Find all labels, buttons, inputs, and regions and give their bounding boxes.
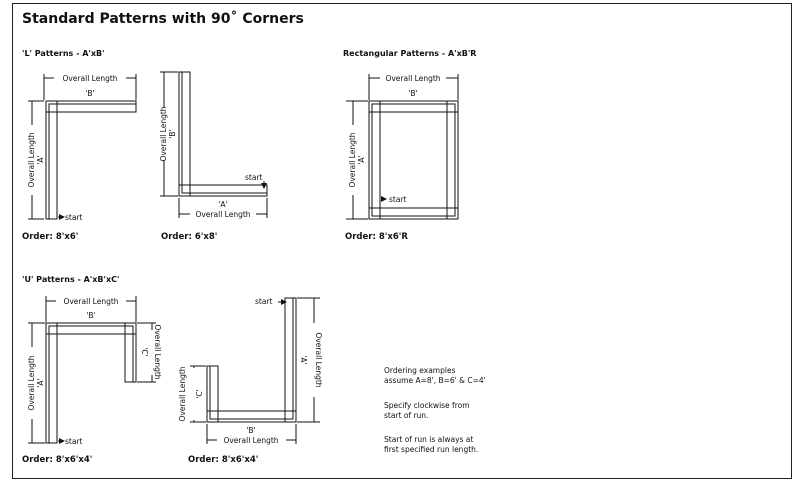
l1-overall-length-side: Overall Length xyxy=(27,132,36,187)
rectangular-pattern-shape xyxy=(369,101,458,219)
u2-overall-length-right: Overall Length xyxy=(314,332,323,387)
u2-start-label: start xyxy=(255,297,273,306)
u2-overall-length-left: Overall Length xyxy=(178,366,187,421)
u1-start-label: start xyxy=(65,437,83,446)
u2-a-label: 'A' xyxy=(299,355,308,364)
u2-c-label: 'C' xyxy=(195,389,204,398)
u-pattern-1-shape xyxy=(46,323,136,443)
l1-a-label: 'A' xyxy=(36,155,45,164)
u1-c-label: 'C' xyxy=(140,347,149,356)
u1-b-label: 'B' xyxy=(86,311,95,320)
rect-a-label: 'A' xyxy=(357,155,366,164)
u2-b-label: 'B' xyxy=(246,426,255,435)
rect-b-label: 'B' xyxy=(408,89,417,98)
l2-a-label: 'A' xyxy=(218,200,227,209)
l1-start-label: start xyxy=(65,213,83,222)
u1-overall-length-top: Overall Length xyxy=(63,297,118,306)
l2-start-label: start xyxy=(245,173,263,182)
u2-overall-length-bottom: Overall Length xyxy=(223,436,278,445)
u-pattern-2-shape xyxy=(207,298,296,422)
rect-start-label: start xyxy=(389,195,407,204)
l2-b-label: 'B' xyxy=(168,129,177,138)
l-pattern-1-shape xyxy=(46,101,136,219)
u1-overall-length-side: Overall Length xyxy=(27,355,36,410)
l-pattern-1-dims xyxy=(28,74,136,219)
l1-overall-length-top: Overall Length xyxy=(62,74,117,83)
l1-b-label: 'B' xyxy=(85,89,94,98)
l2-overall-length-bottom: Overall Length xyxy=(195,210,250,219)
rect-overall-length-top: Overall Length xyxy=(385,74,440,83)
u1-overall-length-right: Overall Length xyxy=(153,324,162,379)
u1-a-label: 'A' xyxy=(36,378,45,387)
l2-overall-length-side: Overall Length xyxy=(159,106,168,161)
rect-overall-length-side: Overall Length xyxy=(348,132,357,187)
